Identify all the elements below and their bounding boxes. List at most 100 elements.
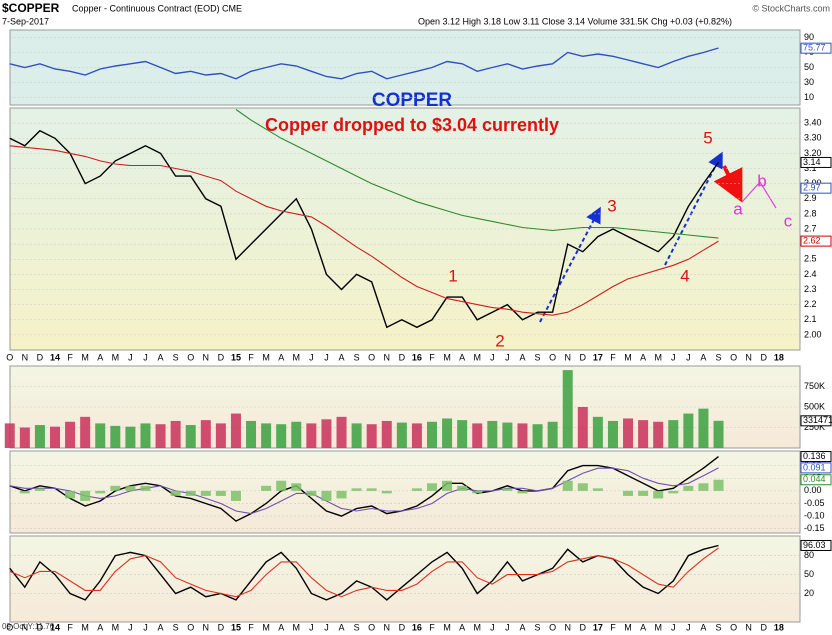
bar [698, 483, 709, 491]
bar [140, 485, 151, 491]
credit: © StockCharts.com [752, 3, 830, 13]
x-tick-label: S [535, 622, 541, 632]
bar [668, 490, 679, 494]
x-tick-label: A [158, 622, 164, 632]
value-marker [800, 462, 832, 474]
x-tick-label: M [262, 622, 270, 632]
bar [577, 483, 588, 491]
y-tick-label: -0.05 [804, 498, 825, 508]
x-tick-label: M [262, 352, 270, 362]
bar [125, 426, 136, 448]
value-marker [800, 451, 832, 463]
bar [261, 423, 272, 448]
bar [110, 485, 121, 491]
x-tick-label: D [761, 352, 768, 362]
wave-label: c [784, 211, 793, 230]
value-marker-label: 2.62 [803, 235, 821, 245]
bar [683, 413, 694, 448]
bar [306, 490, 317, 496]
x-tick-label: S [173, 622, 179, 632]
y-tick-label: 50 [804, 569, 814, 579]
x-tick-label: M [473, 352, 481, 362]
series-line [9, 145, 719, 316]
projection-path [741, 181, 777, 209]
bar [19, 427, 30, 448]
y-tick-label: 10 [804, 92, 814, 102]
bar [366, 424, 377, 448]
bar [668, 420, 679, 448]
y-tick-label: 3.30 [804, 133, 822, 143]
x-tick-label: 18 [774, 622, 784, 632]
bar [140, 423, 151, 448]
bar [547, 421, 558, 448]
bar [65, 490, 76, 499]
x-tick-label: A [519, 352, 525, 362]
value-marker [800, 539, 832, 551]
bar [502, 422, 513, 448]
x-tick-label: A [459, 352, 465, 362]
bar [487, 420, 498, 448]
y-tick-label: 2.9 [804, 193, 817, 203]
bar [291, 421, 302, 448]
bar [276, 480, 287, 491]
bar [638, 420, 649, 448]
stochastic-panel [9, 535, 801, 623]
bar [381, 490, 392, 494]
bar [683, 485, 694, 491]
bar [577, 407, 588, 448]
series-line [9, 547, 719, 598]
value-marker [800, 474, 832, 486]
value-marker-label: 3.14 [803, 157, 821, 167]
x-tick-label: N [203, 352, 210, 362]
x-tick-label: D [399, 622, 406, 632]
bar [472, 490, 483, 494]
bar [638, 490, 649, 496]
bar [427, 483, 437, 491]
x-tick-label: N [745, 352, 752, 362]
x-tick-label: O [730, 352, 737, 362]
series-line [9, 47, 719, 80]
x-tick-label: F [248, 622, 254, 632]
x-tick-label: A [519, 622, 525, 632]
series-line [9, 129, 720, 329]
bar [306, 423, 317, 448]
bar [457, 485, 468, 491]
x-tick-label: O [368, 622, 375, 632]
bar [321, 490, 332, 501]
x-tick-label: S [173, 352, 179, 362]
x-tick-label: F [248, 352, 254, 362]
x-tick-label: M [293, 352, 301, 362]
bar [50, 426, 60, 448]
x-tick-label: O [187, 352, 194, 362]
x-tick-label: J [309, 352, 314, 362]
bar [246, 420, 257, 448]
cursor-readout: 09 Oct Y:11.70 [2, 622, 55, 631]
x-tick-label: F [67, 622, 73, 632]
x-tick-label: A [97, 622, 103, 632]
chart-title: COPPER [372, 90, 453, 111]
bar [291, 483, 302, 491]
bar [653, 490, 664, 499]
bar [713, 420, 724, 448]
x-tick-label: S [354, 352, 360, 362]
x-tick-label: A [459, 622, 465, 632]
bar [170, 420, 181, 448]
bar [713, 479, 724, 491]
wave-label: 3 [607, 196, 616, 215]
bar [110, 425, 121, 448]
bar [698, 408, 709, 448]
x-tick-label: S [354, 622, 360, 632]
bar [200, 420, 211, 448]
value-marker [800, 156, 832, 168]
x-tick-label: J [324, 352, 329, 362]
x-tick-label: A [700, 622, 706, 632]
bar [276, 424, 287, 448]
series-line [235, 109, 719, 239]
bar [427, 421, 437, 448]
x-tick-label: S [535, 352, 541, 362]
x-tick-label: D [399, 352, 406, 362]
value-marker [800, 415, 832, 427]
x-tick-label: A [278, 622, 284, 632]
